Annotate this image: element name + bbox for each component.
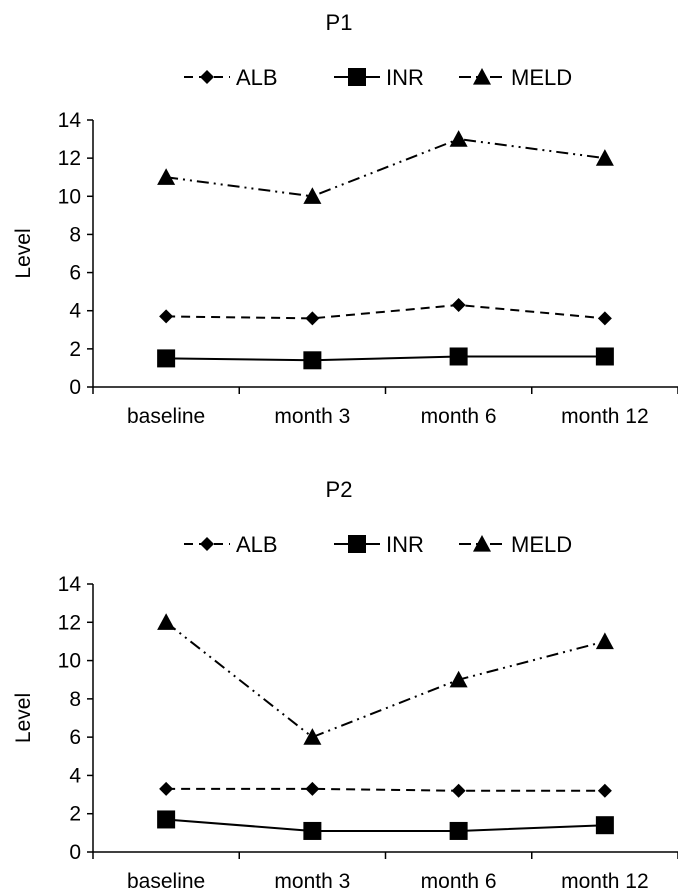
data-point-alb xyxy=(159,781,174,796)
legend-marker-triangle-icon xyxy=(473,535,491,552)
data-point-alb xyxy=(597,311,612,326)
chart-panel-1: P1 ALB INR MELD 0 2 4 6 8 10 12 14 baseline month 3 mo… xyxy=(12,10,678,428)
data-point-meld xyxy=(303,728,322,745)
series-line-inr xyxy=(166,355,605,362)
y-tick-label: 0 xyxy=(69,376,81,399)
series-line-inr xyxy=(166,818,605,832)
series-line-alb xyxy=(166,787,605,792)
data-point-meld xyxy=(157,613,176,630)
data-point-inr xyxy=(595,816,614,835)
series-meld xyxy=(157,130,614,204)
series-meld xyxy=(157,613,614,745)
x-tick-label: month 3 xyxy=(274,870,350,893)
y-tick-label: 14 xyxy=(58,573,82,596)
data-point-inr xyxy=(157,810,176,829)
series-line-meld xyxy=(165,138,606,198)
legend-item-meld: MELD xyxy=(459,532,572,557)
data-point-inr xyxy=(449,821,468,840)
legend: ALB INR MELD xyxy=(184,65,572,90)
y-tick-label: 2 xyxy=(69,338,81,361)
y-tick-label: 6 xyxy=(69,726,81,749)
data-point-meld xyxy=(595,149,614,166)
y-tick-label: 10 xyxy=(58,185,81,208)
y-tick-label: 8 xyxy=(69,223,81,246)
legend-label: ALB xyxy=(236,532,278,557)
x-tick-label: month 3 xyxy=(274,405,350,428)
y-tick-label: 4 xyxy=(69,764,81,787)
series-inr xyxy=(157,347,614,370)
chart-panel-2: P2 ALB INR MELD 0 2 4 6 8 10 12 14 baseline month 3 mo… xyxy=(12,477,678,893)
legend-item-meld: MELD xyxy=(459,65,572,90)
y-tick-label: 8 xyxy=(69,688,81,711)
y-tick-label: 12 xyxy=(58,147,81,170)
legend-marker-square-icon xyxy=(348,535,366,553)
data-point-meld xyxy=(449,130,468,147)
data-point-alb xyxy=(451,297,466,312)
y-tick-label: 4 xyxy=(69,300,81,323)
legend-label: ALB xyxy=(236,65,278,90)
legend-label: INR xyxy=(386,532,424,557)
legend-marker-diamond-icon xyxy=(200,537,214,551)
x-tick-label: month 12 xyxy=(561,870,649,893)
data-point-inr xyxy=(449,347,468,366)
series-line-meld xyxy=(165,621,606,739)
series-alb xyxy=(159,297,612,326)
x-tick-label: month 6 xyxy=(421,870,497,893)
data-point-meld xyxy=(595,632,614,650)
data-point-inr xyxy=(595,347,614,366)
x-tick-label: baseline xyxy=(127,870,205,893)
data-point-inr xyxy=(303,351,322,370)
data-point-alb xyxy=(305,781,320,796)
legend-item-inr: INR xyxy=(334,532,424,557)
data-point-inr xyxy=(157,349,176,368)
legend-item-alb: ALB xyxy=(184,65,278,90)
chart-title: P2 xyxy=(326,477,353,502)
legend-marker-diamond-icon xyxy=(200,70,214,84)
y-tick-label: 10 xyxy=(58,650,81,673)
legend-marker-square-icon xyxy=(348,68,366,86)
y-tick-label: 2 xyxy=(69,803,81,826)
y-tick-label: 6 xyxy=(69,262,81,285)
y-tick-label: 12 xyxy=(58,611,81,634)
series-alb xyxy=(159,781,612,798)
legend: ALB INR MELD xyxy=(184,532,572,557)
data-point-meld xyxy=(303,187,322,204)
legend-marker-triangle-icon xyxy=(473,68,491,85)
data-point-inr xyxy=(303,821,322,840)
x-tick-label: month 6 xyxy=(421,405,497,428)
y-axis-label: Level xyxy=(12,693,35,743)
data-point-alb xyxy=(159,309,174,324)
legend-label: MELD xyxy=(511,532,572,557)
y-axis-label: Level xyxy=(12,228,35,278)
legend-item-alb: ALB xyxy=(184,532,278,557)
data-point-alb xyxy=(451,783,466,798)
legend-label: MELD xyxy=(511,65,572,90)
data-point-alb xyxy=(597,783,612,798)
x-tick-label: month 12 xyxy=(561,405,649,428)
chart-title: P1 xyxy=(326,10,353,35)
data-point-meld xyxy=(449,670,468,688)
data-point-meld xyxy=(157,168,176,185)
legend-item-inr: INR xyxy=(334,65,424,90)
series-inr xyxy=(157,810,614,840)
y-tick-label: 14 xyxy=(58,109,82,132)
y-tick-label: 0 xyxy=(69,841,81,864)
series-line-alb xyxy=(166,303,605,320)
data-point-alb xyxy=(305,311,320,326)
legend-label: INR xyxy=(386,65,424,90)
x-tick-label: baseline xyxy=(127,405,205,428)
